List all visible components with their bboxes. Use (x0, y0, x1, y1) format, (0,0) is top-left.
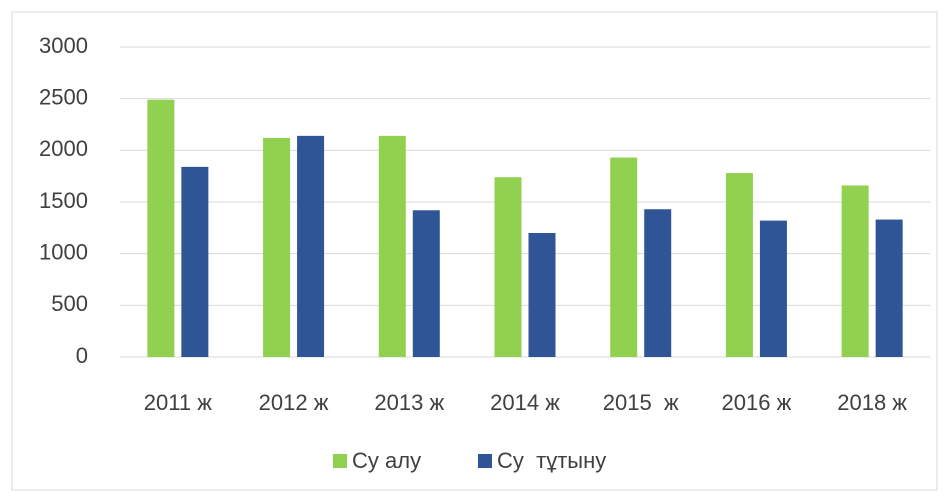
x-tick-label: 2014 ж (490, 390, 560, 415)
bar (528, 233, 556, 357)
bar (412, 210, 440, 357)
bar (725, 173, 753, 357)
legend-swatch (333, 454, 347, 468)
x-tick-label: 2018 ж (837, 390, 907, 415)
bar (610, 157, 638, 357)
bar (378, 135, 406, 357)
bar (875, 219, 903, 357)
legend-label: Су алу (352, 448, 421, 473)
x-tick-label: 2011 ж (144, 390, 212, 415)
bar (494, 177, 522, 357)
bar (841, 185, 869, 357)
y-tick-label: 2000 (39, 136, 88, 161)
y-tick-label: 0 (76, 343, 88, 368)
y-tick-label: 3000 (39, 33, 88, 58)
x-tick-label: 2015 ж (603, 390, 679, 415)
bar (644, 209, 672, 357)
bar (147, 99, 175, 357)
y-tick-label: 1000 (39, 239, 88, 264)
bar (759, 220, 787, 357)
y-tick-label: 500 (51, 291, 88, 316)
bar (297, 135, 325, 357)
y-tick-label: 1500 (39, 188, 88, 213)
bar (263, 137, 291, 357)
x-tick-label: 2016 ж (722, 390, 792, 415)
y-tick-label: 2500 (39, 84, 88, 109)
bar (181, 166, 209, 357)
x-tick-label: 2013 ж (374, 390, 444, 415)
x-tick-label: 2012 ж (259, 390, 329, 415)
legend-swatch (478, 454, 492, 468)
legend-label: Су тұтыну (497, 448, 606, 473)
